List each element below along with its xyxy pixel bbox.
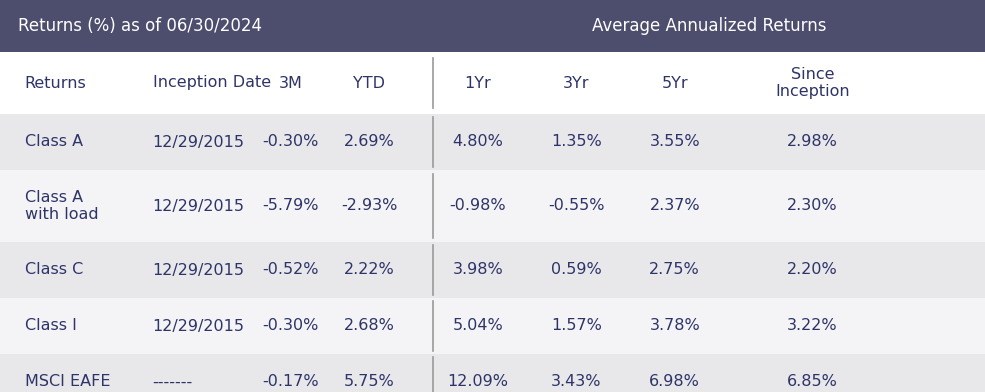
Text: 2.22%: 2.22% bbox=[344, 263, 395, 278]
FancyBboxPatch shape bbox=[0, 0, 985, 52]
Text: Class A: Class A bbox=[25, 134, 83, 149]
Text: Returns: Returns bbox=[25, 76, 87, 91]
FancyBboxPatch shape bbox=[0, 170, 985, 242]
Text: 2.68%: 2.68% bbox=[344, 318, 395, 334]
Text: Since
Inception: Since Inception bbox=[775, 67, 850, 99]
Text: 5Yr: 5Yr bbox=[661, 76, 689, 91]
Text: Class A
with load: Class A with load bbox=[25, 190, 99, 222]
Text: 0.59%: 0.59% bbox=[551, 263, 602, 278]
Text: 2.37%: 2.37% bbox=[649, 198, 700, 214]
Text: -------: ------- bbox=[153, 374, 193, 390]
Text: 12/29/2015: 12/29/2015 bbox=[153, 134, 244, 149]
Text: 3.43%: 3.43% bbox=[551, 374, 602, 390]
Text: 2.20%: 2.20% bbox=[787, 263, 838, 278]
Text: -0.30%: -0.30% bbox=[262, 318, 319, 334]
Text: 6.98%: 6.98% bbox=[649, 374, 700, 390]
FancyBboxPatch shape bbox=[0, 242, 985, 298]
Text: 4.80%: 4.80% bbox=[452, 134, 503, 149]
Text: 2.75%: 2.75% bbox=[649, 263, 700, 278]
Text: 12/29/2015: 12/29/2015 bbox=[153, 318, 244, 334]
Text: 3.22%: 3.22% bbox=[787, 318, 838, 334]
FancyBboxPatch shape bbox=[0, 298, 985, 354]
Text: -0.98%: -0.98% bbox=[449, 198, 506, 214]
Text: Returns (%) as of 06/30/2024: Returns (%) as of 06/30/2024 bbox=[18, 17, 262, 35]
Text: Average Annualized Returns: Average Annualized Returns bbox=[592, 17, 826, 35]
Text: -2.93%: -2.93% bbox=[341, 198, 398, 214]
Text: 5.75%: 5.75% bbox=[344, 374, 395, 390]
Text: 1Yr: 1Yr bbox=[464, 76, 492, 91]
Text: 2.69%: 2.69% bbox=[344, 134, 395, 149]
Text: -0.52%: -0.52% bbox=[262, 263, 319, 278]
FancyBboxPatch shape bbox=[0, 52, 985, 114]
Text: -0.55%: -0.55% bbox=[548, 198, 605, 214]
Text: 3M: 3M bbox=[279, 76, 302, 91]
Text: Inception Date: Inception Date bbox=[153, 76, 271, 91]
Text: Class C: Class C bbox=[25, 263, 83, 278]
Text: -0.17%: -0.17% bbox=[262, 374, 319, 390]
Text: 2.98%: 2.98% bbox=[787, 134, 838, 149]
Text: 12.09%: 12.09% bbox=[447, 374, 508, 390]
Text: 5.04%: 5.04% bbox=[452, 318, 503, 334]
Text: 1.35%: 1.35% bbox=[551, 134, 602, 149]
Text: 3.78%: 3.78% bbox=[649, 318, 700, 334]
Text: -5.79%: -5.79% bbox=[262, 198, 319, 214]
Text: 1.57%: 1.57% bbox=[551, 318, 602, 334]
Text: MSCI EAFE: MSCI EAFE bbox=[25, 374, 110, 390]
Text: Class I: Class I bbox=[25, 318, 77, 334]
FancyBboxPatch shape bbox=[0, 354, 985, 392]
Text: 12/29/2015: 12/29/2015 bbox=[153, 263, 244, 278]
Text: 12/29/2015: 12/29/2015 bbox=[153, 198, 244, 214]
Text: 2.30%: 2.30% bbox=[787, 198, 838, 214]
FancyBboxPatch shape bbox=[0, 114, 985, 170]
Text: 3.98%: 3.98% bbox=[452, 263, 503, 278]
Text: -0.30%: -0.30% bbox=[262, 134, 319, 149]
Text: YTD: YTD bbox=[354, 76, 385, 91]
Text: 6.85%: 6.85% bbox=[787, 374, 838, 390]
Text: 3Yr: 3Yr bbox=[563, 76, 589, 91]
Text: 3.55%: 3.55% bbox=[649, 134, 700, 149]
